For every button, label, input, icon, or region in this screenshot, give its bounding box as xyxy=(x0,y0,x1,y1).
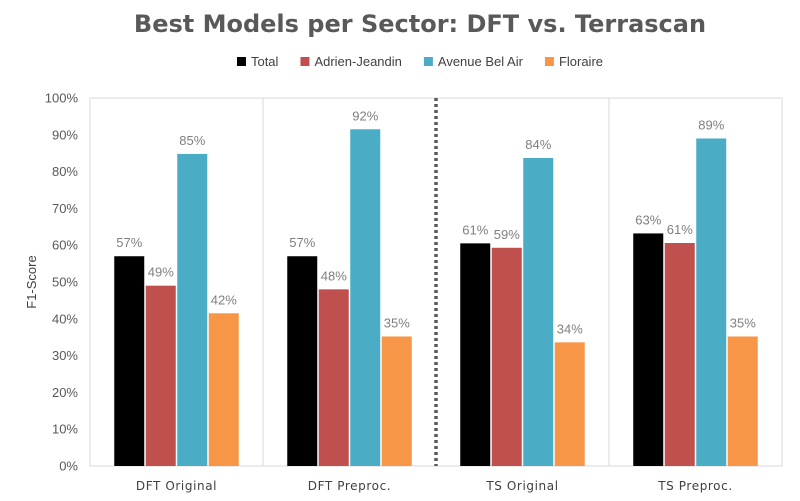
data-label: 84% xyxy=(525,137,551,152)
y-tick-label: 20% xyxy=(52,385,78,400)
data-label: 35% xyxy=(384,315,410,330)
bar xyxy=(208,313,239,466)
legend-swatch xyxy=(236,57,246,66)
y-tick-label: 80% xyxy=(52,164,78,179)
bar xyxy=(350,129,381,466)
x-category-label: TS Preproc. xyxy=(657,479,732,493)
bar xyxy=(145,285,176,466)
data-label: 57% xyxy=(289,235,315,250)
y-tick-label: 40% xyxy=(52,311,78,326)
legend-label: Avenue Bel Air xyxy=(438,54,524,69)
legend-item: Avenue Bel Air xyxy=(423,54,524,69)
data-label: 63% xyxy=(635,212,661,227)
legend-label: Adrien-Jeandin xyxy=(314,54,401,69)
y-tick-label: 100% xyxy=(45,91,79,106)
legend: Total Adrien-Jeandin Avenue Bel Air Florair… xyxy=(236,54,603,69)
data-label: 89% xyxy=(698,117,724,132)
chart-title: Best Models per Sector: DFT vs. Terrasca… xyxy=(134,10,706,38)
bar xyxy=(633,233,664,466)
y-tick-label: 30% xyxy=(52,348,78,363)
data-label: 49% xyxy=(148,265,174,280)
bar xyxy=(523,157,554,466)
data-label: 92% xyxy=(352,108,378,123)
legend-swatch xyxy=(300,57,310,66)
y-tick-label: 70% xyxy=(52,201,78,216)
y-axis: 0% 10% 20% 30% 40% 50% 60% 70% 80% 90% 100% xyxy=(45,91,79,474)
y-tick-label: 0% xyxy=(59,459,78,474)
data-label: 59% xyxy=(494,227,520,242)
legend-swatch xyxy=(423,57,433,66)
legend-label: Total xyxy=(251,54,279,69)
data-label: 85% xyxy=(179,133,205,148)
data-labels: 57% 49% 85% 42% 57% 48% 92% 35% 61% 59% 84% 34% 63% 6… xyxy=(116,108,756,336)
bar xyxy=(460,243,491,466)
y-tick-label: 10% xyxy=(52,422,78,437)
data-label: 48% xyxy=(321,268,347,283)
bar xyxy=(696,138,727,467)
legend-item: Adrien-Jeandin xyxy=(300,54,402,69)
x-axis: DFT Original DFT Preproc. TS Original TS Pr… xyxy=(136,479,732,493)
bar xyxy=(491,247,522,466)
bar xyxy=(287,256,318,466)
y-tick-label: 90% xyxy=(52,127,78,142)
legend-label: Floraire xyxy=(559,54,603,69)
data-label: 61% xyxy=(462,222,488,237)
data-label: 61% xyxy=(667,222,693,237)
data-label: 35% xyxy=(730,315,756,330)
y-tick-label: 50% xyxy=(52,275,78,290)
bar xyxy=(554,342,585,466)
y-tick-label: 60% xyxy=(52,238,78,253)
data-label: 57% xyxy=(116,235,142,250)
bar xyxy=(664,242,695,466)
x-category-label: DFT Original xyxy=(136,479,217,493)
bar xyxy=(727,336,758,466)
x-category-label: DFT Preproc. xyxy=(308,479,391,493)
bar xyxy=(381,336,412,466)
legend-item: Total xyxy=(236,54,279,69)
bar xyxy=(318,289,349,466)
legend-item: Floraire xyxy=(544,54,603,69)
data-label: 34% xyxy=(557,321,583,336)
bar xyxy=(177,153,208,466)
x-category-label: TS Original xyxy=(485,479,558,493)
plot-frame xyxy=(89,97,783,467)
bars xyxy=(114,129,758,467)
bar xyxy=(114,256,145,466)
y-axis-title: F1-Score xyxy=(24,255,39,308)
data-label: 42% xyxy=(211,292,237,307)
legend-swatch xyxy=(544,57,554,66)
